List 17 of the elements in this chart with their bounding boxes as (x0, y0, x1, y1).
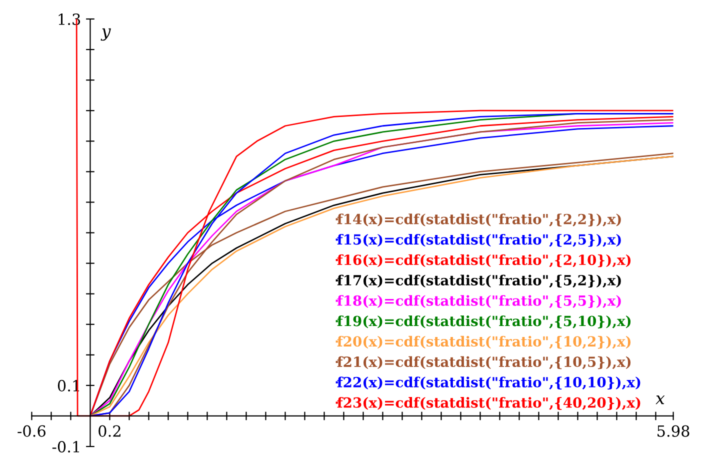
legend-label: f15(x)=cdf(statdist("fratio",{2,5}),x) (337, 234, 621, 247)
x-axis-title: x (656, 396, 665, 404)
legend-label: f21(x)=cdf(statdist("fratio",{10,5}),x) (337, 356, 631, 370)
legend-label: f14(x)=cdf(statdist("fratio",{2,2}),x) (337, 214, 621, 226)
legend-label: f20(x)=cdf(statdist("fratio",{10,2}),x) (337, 336, 631, 349)
y-tick-label: 1.3 (58, 13, 80, 26)
x-tick-label: 0.2 (98, 425, 120, 437)
legend-label: f23(x)=cdf(statdist("fratio",{40,20}),x) (337, 397, 640, 410)
y-tick-label: -0.1 (52, 440, 80, 453)
x-tick-label: 5.98 (658, 425, 690, 437)
legend-label: f19(x)=cdf(statdist("fratio",{5,10}),x) (337, 316, 631, 328)
legend-label: f22(x)=cdf(statdist("fratio",{10,10}),x) (337, 376, 640, 390)
x-tick-label: -0.6 (18, 425, 46, 437)
y-axis-title: y (100, 28, 111, 41)
legend-label: f16(x)=cdf(statdist("fratio",{2,10}),x) (337, 254, 631, 268)
legend-label: f18(x)=cdf(statdist("fratio",{5,5}),x) (337, 295, 621, 308)
legend-label: f17(x)=cdf(statdist("fratio",{5,2}),x) (337, 274, 621, 288)
